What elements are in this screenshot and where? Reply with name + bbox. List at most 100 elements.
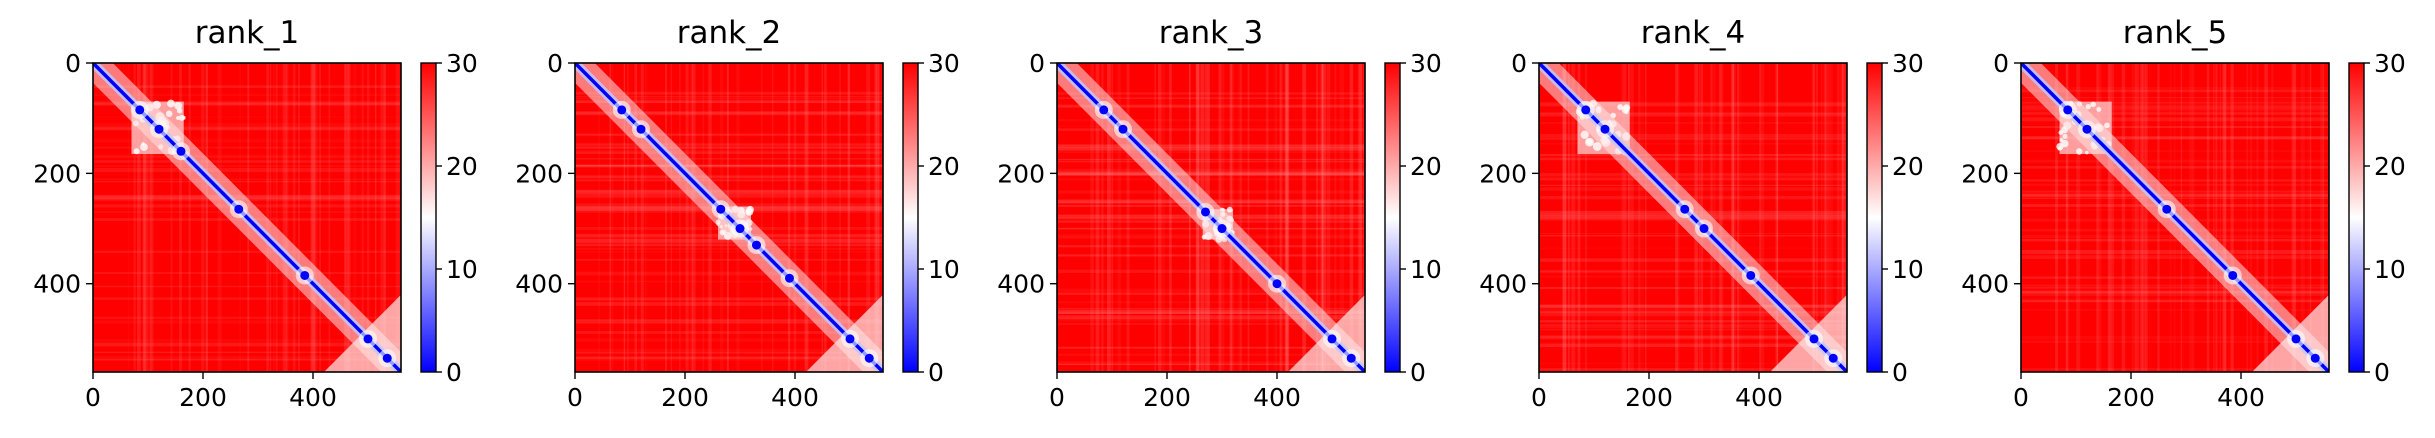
noise-streak bbox=[665, 63, 667, 372]
noise-streak bbox=[1732, 63, 1736, 372]
noise-streak bbox=[1539, 112, 1847, 117]
panel-rank_3: rank_3 0 200 400 0 200 400 0 10 20 30 bbox=[997, 15, 1442, 412]
noise-streak bbox=[2222, 63, 2227, 372]
noise-streak bbox=[201, 63, 205, 372]
noise-streak bbox=[2021, 106, 2329, 110]
noise-streak bbox=[383, 63, 386, 372]
noise-streak bbox=[93, 194, 401, 199]
noise-streak bbox=[2021, 136, 2329, 140]
y-tick-label: 400 bbox=[515, 270, 563, 299]
noise-streak bbox=[575, 322, 883, 324]
noise-streak bbox=[2021, 179, 2329, 182]
noise-streak bbox=[2021, 255, 2329, 260]
colorbar-tick-label: 0 bbox=[446, 358, 462, 387]
noise-streak bbox=[1713, 63, 1716, 372]
panel-rank_2: rank_2 0 200 400 0 200 400 0 10 20 30 bbox=[515, 15, 960, 412]
noise-streak bbox=[1539, 286, 1847, 290]
noise-streak bbox=[1238, 63, 1241, 372]
noise-streak bbox=[1539, 133, 1847, 138]
contact-speck bbox=[2057, 146, 2062, 151]
colorbar bbox=[1866, 62, 1883, 373]
noise-streak bbox=[93, 156, 401, 158]
noise-streak bbox=[575, 195, 883, 199]
noise-streak bbox=[1057, 363, 1365, 366]
y-tick-label: 0 bbox=[1511, 49, 1527, 78]
noise-streak bbox=[1720, 63, 1724, 372]
noise-streak bbox=[1057, 168, 1365, 172]
heatmap-image bbox=[1539, 63, 1847, 372]
contact-speck bbox=[1580, 130, 1589, 139]
noise-streak bbox=[761, 63, 763, 372]
noise-streak bbox=[575, 352, 883, 354]
noise-streak bbox=[575, 189, 883, 194]
noise-streak bbox=[2021, 284, 2329, 287]
noise-streak bbox=[133, 63, 136, 372]
noise-streak bbox=[1057, 125, 1365, 128]
noise-streak bbox=[1321, 63, 1326, 372]
noise-streak bbox=[93, 316, 401, 320]
noise-streak bbox=[1057, 353, 1365, 356]
noise-streak bbox=[1731, 63, 1735, 372]
noise-streak bbox=[2292, 63, 2297, 372]
y-tick-label: 200 bbox=[1479, 159, 1527, 188]
noise-streak bbox=[1539, 184, 1847, 186]
noise-streak bbox=[311, 63, 315, 372]
diag-blob bbox=[1272, 279, 1282, 289]
axes-frame bbox=[1538, 62, 1848, 373]
noise-streak bbox=[575, 302, 883, 306]
noise-streak bbox=[1539, 154, 1847, 156]
noise-streak bbox=[575, 96, 883, 98]
colorbar-tick-label: 0 bbox=[1892, 358, 1908, 387]
noise-streak bbox=[2055, 63, 2059, 372]
noise-streak bbox=[575, 111, 883, 116]
noise-streak bbox=[575, 271, 883, 276]
noise-streak bbox=[2249, 63, 2253, 372]
colorbar-tick-label: 30 bbox=[1892, 49, 1924, 78]
axes-frame bbox=[92, 62, 402, 373]
y-tick-label: 0 bbox=[65, 49, 81, 78]
colorbar-tick-label: 30 bbox=[1410, 49, 1442, 78]
y-tick-label: 400 bbox=[1961, 270, 2009, 299]
noise-streak bbox=[382, 63, 386, 372]
noise-streak bbox=[1630, 63, 1634, 372]
noise-streak bbox=[285, 63, 288, 372]
noise-streak bbox=[1057, 245, 1365, 248]
contact-speck bbox=[746, 205, 754, 214]
noise-streak bbox=[2322, 63, 2325, 372]
noise-streak bbox=[627, 63, 629, 372]
noise-streak bbox=[1539, 329, 1847, 331]
noise-streak bbox=[313, 63, 318, 372]
noise-streak bbox=[1539, 102, 1847, 107]
noise-streak bbox=[575, 356, 883, 359]
noise-streak bbox=[2021, 137, 2329, 140]
noise-streak bbox=[1775, 63, 1779, 372]
noise-streak bbox=[93, 355, 401, 359]
diag-blob bbox=[2082, 124, 2092, 134]
noise-streak bbox=[1279, 63, 1283, 372]
diag-blob bbox=[135, 105, 145, 115]
noise-streak bbox=[2021, 99, 2329, 104]
noise-streak bbox=[1820, 63, 1823, 372]
diag-blob bbox=[2063, 105, 2073, 115]
noise-streak bbox=[312, 63, 316, 372]
noise-streak bbox=[804, 63, 809, 372]
diag-blob bbox=[176, 146, 186, 156]
noise-streak bbox=[2021, 292, 2329, 296]
noise-streak bbox=[1539, 137, 1847, 140]
noise-streak bbox=[1057, 158, 1365, 161]
noise-streak bbox=[188, 63, 191, 372]
contact-speck bbox=[2061, 139, 2069, 148]
noise-streak bbox=[1539, 111, 1847, 115]
contact-speck bbox=[2104, 122, 2110, 129]
noise-streak bbox=[1349, 63, 1354, 372]
y-tick-label: 0 bbox=[1993, 49, 2009, 78]
noise-streak bbox=[575, 132, 883, 136]
noise-streak bbox=[1319, 63, 1324, 372]
noise-streak bbox=[575, 348, 883, 353]
noise-streak bbox=[1057, 300, 1365, 304]
noise-streak bbox=[634, 63, 637, 372]
diag-blob bbox=[636, 124, 646, 134]
noise-streak bbox=[787, 63, 791, 372]
noise-streak bbox=[1539, 335, 1847, 340]
noise-streak bbox=[137, 63, 141, 372]
